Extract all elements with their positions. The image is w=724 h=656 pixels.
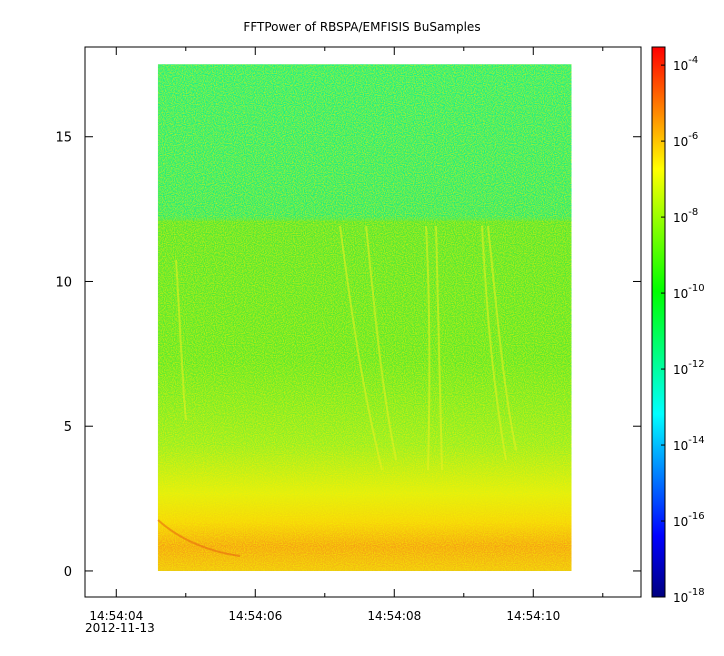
x-tick-label: 14:54:04 xyxy=(89,609,143,623)
x-tick-label: 14:54:08 xyxy=(367,609,421,623)
spectrogram-streak xyxy=(435,225,443,471)
spectrogram-streak xyxy=(481,225,507,461)
colorbar-fill xyxy=(652,47,665,597)
y-tick-label: 15 xyxy=(55,131,72,146)
chart-title: FFTPower of RBSPA/EMFISIS BuSamples xyxy=(243,20,480,34)
spectrogram-streak xyxy=(175,259,187,421)
spectrogram-streak xyxy=(157,519,241,557)
colorbar-tick-label: 10-18 xyxy=(673,587,705,605)
colorbar: 10-4 10-6 10-8 10-10 10-12 10-14 10-16 10-18 xyxy=(651,46,705,605)
colorbar-tick-label: 10-12 xyxy=(673,359,705,377)
spectrogram-streak xyxy=(365,225,397,461)
x-tick-label: 14:54:10 xyxy=(506,609,560,623)
colorbar-tick-label: 10-10 xyxy=(673,283,705,301)
colorbar-tick-label: 10-16 xyxy=(673,511,705,529)
plot-frame xyxy=(84,46,642,598)
x-tick-label: 14:54:06 xyxy=(228,609,282,623)
spectrogram-streak xyxy=(425,225,431,471)
spectrogram-grain xyxy=(157,64,572,571)
spectrogram-streak xyxy=(339,225,383,471)
colorbar-tick-label: 10-4 xyxy=(673,55,698,73)
y-tick-label: 0 xyxy=(64,565,72,580)
colorbar-tick-label: 10-14 xyxy=(673,435,705,453)
y-axis: 0 5 10 15 xyxy=(55,131,641,580)
plot-area xyxy=(157,64,572,571)
x-axis: 14:54:04 14:54:06 14:54:08 14:54:10 xyxy=(89,47,604,623)
colorbar-tick-label: 10-8 xyxy=(673,207,698,225)
y-tick-label: 10 xyxy=(55,275,72,290)
spectrogram-streak xyxy=(487,225,517,451)
x-axis-start-date: 2012-11-13 xyxy=(85,621,155,635)
y-tick-label: 5 xyxy=(64,420,72,435)
colorbar-tick-label: 10-6 xyxy=(673,131,698,149)
colorbar-frame xyxy=(651,46,666,598)
